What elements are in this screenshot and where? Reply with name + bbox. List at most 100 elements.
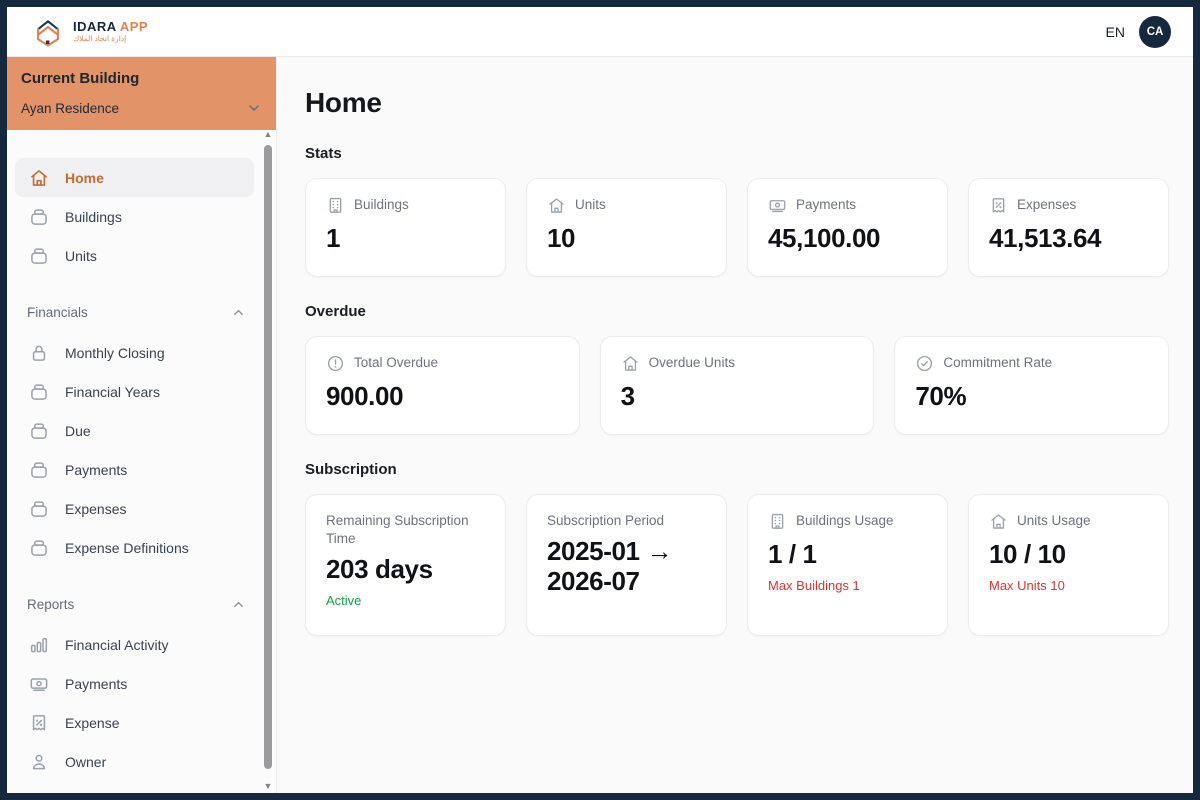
section-label: Reports [27, 596, 75, 612]
sidebar-item-units[interactable]: Units [15, 236, 254, 275]
lock-icon [29, 343, 49, 363]
sidebar-item-label: Units [65, 247, 97, 264]
sidebar-item-home[interactable]: Home [15, 158, 254, 197]
user-avatar[interactable]: CA [1139, 15, 1171, 48]
subscription-heading: Subscription [305, 461, 397, 478]
banknote-icon [768, 196, 787, 215]
receipt-percent-icon [989, 196, 1008, 215]
sidebar-nav: Home Buildings Units Financials [7, 130, 276, 793]
page-title: Home [305, 87, 382, 118]
sidebar-item-expense-definitions[interactable]: Expense Definitions [15, 528, 254, 567]
receipt-percent-icon [29, 713, 49, 733]
card-label: Units Usage [1017, 513, 1091, 529]
sidebar-item-monthly-closing[interactable]: Monthly Closing [15, 333, 254, 372]
sidebar-item-label: Financial Years [65, 383, 160, 400]
card-label: Expenses [1017, 197, 1077, 213]
sidebar-item-payments-report[interactable]: Payments [15, 664, 254, 703]
sidebar-item-payments[interactable]: Payments [15, 450, 254, 489]
bar-chart-icon [29, 635, 49, 655]
box-icon [29, 382, 49, 402]
box-icon [29, 246, 49, 266]
chevron-up-icon [231, 305, 246, 320]
subscription-card-row: Remaining Subscription Time 203 days Act… [305, 494, 1169, 636]
card-value: 3 [620, 381, 635, 411]
house-icon [989, 512, 1008, 531]
main-content: Home Stats Buildings 1 [277, 57, 1193, 793]
building-icon [768, 512, 787, 531]
card-value: 2025-01 → 2026-07 [547, 536, 673, 597]
overdue-card-total: Total Overdue 900.00 [305, 336, 580, 435]
scrollbar-thumb[interactable] [264, 145, 272, 769]
chevron-down-icon [246, 100, 262, 116]
user-icon [29, 752, 49, 772]
sidebar-item-label: Expense Definitions [65, 539, 189, 556]
card-value: 1 / 1 [768, 539, 817, 569]
stat-card-payments: Payments 45,100.00 [747, 178, 948, 277]
sidebar-item-label: Expenses [65, 500, 127, 517]
banknote-icon [29, 674, 49, 694]
sidebar-item-label: Expense [65, 714, 120, 731]
card-label: Units [575, 197, 606, 213]
overdue-card-units: Overdue Units 3 [599, 336, 875, 435]
sidebar-scrollbar[interactable]: ▲ ▼ [263, 129, 273, 793]
building-selector[interactable]: Ayan Residence [21, 100, 262, 116]
top-bar: IDARA APP إدارة اتحاد الملاك EN CA [7, 7, 1193, 57]
scrollbar-down-arrow[interactable]: ▼ [263, 781, 273, 791]
sidebar: Current Building Ayan Residence Home [7, 57, 277, 793]
sidebar-item-owner[interactable]: Owner [15, 742, 254, 781]
stats-heading: Stats [305, 145, 342, 162]
card-value: 41,513.64 [989, 223, 1102, 253]
home-icon [29, 168, 49, 188]
chevron-up-icon [231, 597, 246, 612]
card-label: Commitment Rate [943, 355, 1053, 371]
overdue-heading: Overdue [305, 303, 366, 320]
stat-card-buildings: Buildings 1 [305, 178, 506, 277]
check-circle-icon [915, 354, 934, 373]
sidebar-item-label: Due [65, 422, 91, 439]
card-label: Total Overdue [354, 355, 439, 371]
limit-note: Max Buildings 1 [768, 577, 860, 593]
sidebar-section-reports[interactable]: Reports [27, 589, 246, 619]
stat-card-units: Units 10 [526, 178, 727, 277]
status-badge: Active [326, 593, 362, 609]
logo-subtitle-arabic: إدارة اتحاد الملاك [73, 34, 127, 44]
app-logo[interactable]: IDARA APP إدارة اتحاد الملاك [31, 15, 148, 49]
box-icon [29, 207, 49, 227]
overdue-card-commitment-rate: Commitment Rate 70% [894, 336, 1169, 435]
sidebar-item-financial-activity[interactable]: Financial Activity [15, 625, 254, 664]
sidebar-item-expense-report[interactable]: Expense [15, 703, 254, 742]
sidebar-item-label: Financial Activity [65, 636, 169, 653]
box-icon [29, 499, 49, 519]
stats-card-row: Buildings 1 Units 10 [305, 178, 1169, 277]
sidebar-item-due[interactable]: Due [15, 411, 254, 450]
card-value: 70% [915, 381, 967, 411]
language-switcher[interactable]: EN [1105, 23, 1125, 40]
subscription-card-units-usage: Units Usage 10 / 10 Max Units 10 [968, 494, 1169, 636]
box-icon [29, 421, 49, 441]
stat-card-expenses: Expenses 41,513.64 [968, 178, 1169, 277]
sidebar-item-expenses[interactable]: Expenses [15, 489, 254, 528]
subscription-card-remaining-time: Remaining Subscription Time 203 days Act… [305, 494, 506, 636]
sidebar-item-label: Home [65, 169, 104, 186]
overdue-card-row: Total Overdue 900.00 Overdue Units 3 [305, 336, 1169, 435]
sidebar-item-financial-years[interactable]: Financial Years [15, 372, 254, 411]
card-label: Subscription Period [547, 513, 665, 528]
sidebar-item-label: Monthly Closing [65, 344, 165, 361]
sidebar-item-buildings[interactable]: Buildings [15, 197, 254, 236]
sidebar-item-label: Payments [65, 461, 128, 478]
card-label: Payments [796, 197, 857, 213]
scrollbar-up-arrow[interactable]: ▲ [263, 129, 273, 139]
card-label: Overdue Units [648, 355, 735, 371]
subscription-card-period: Subscription Period 2025-01 → 2026-07 [526, 494, 727, 636]
sidebar-item-label: Payments [65, 675, 128, 692]
current-building-label: Current Building [21, 70, 140, 87]
card-value: 1 [326, 223, 341, 253]
sidebar-item-label: Buildings [65, 208, 122, 225]
box-icon [29, 538, 49, 558]
limit-note: Max Units 10 [989, 577, 1065, 593]
card-label: Buildings [354, 197, 409, 213]
sidebar-section-financials[interactable]: Financials [27, 297, 246, 327]
sidebar-item-label: Owner [65, 753, 107, 770]
logo-building-icon [31, 15, 65, 49]
